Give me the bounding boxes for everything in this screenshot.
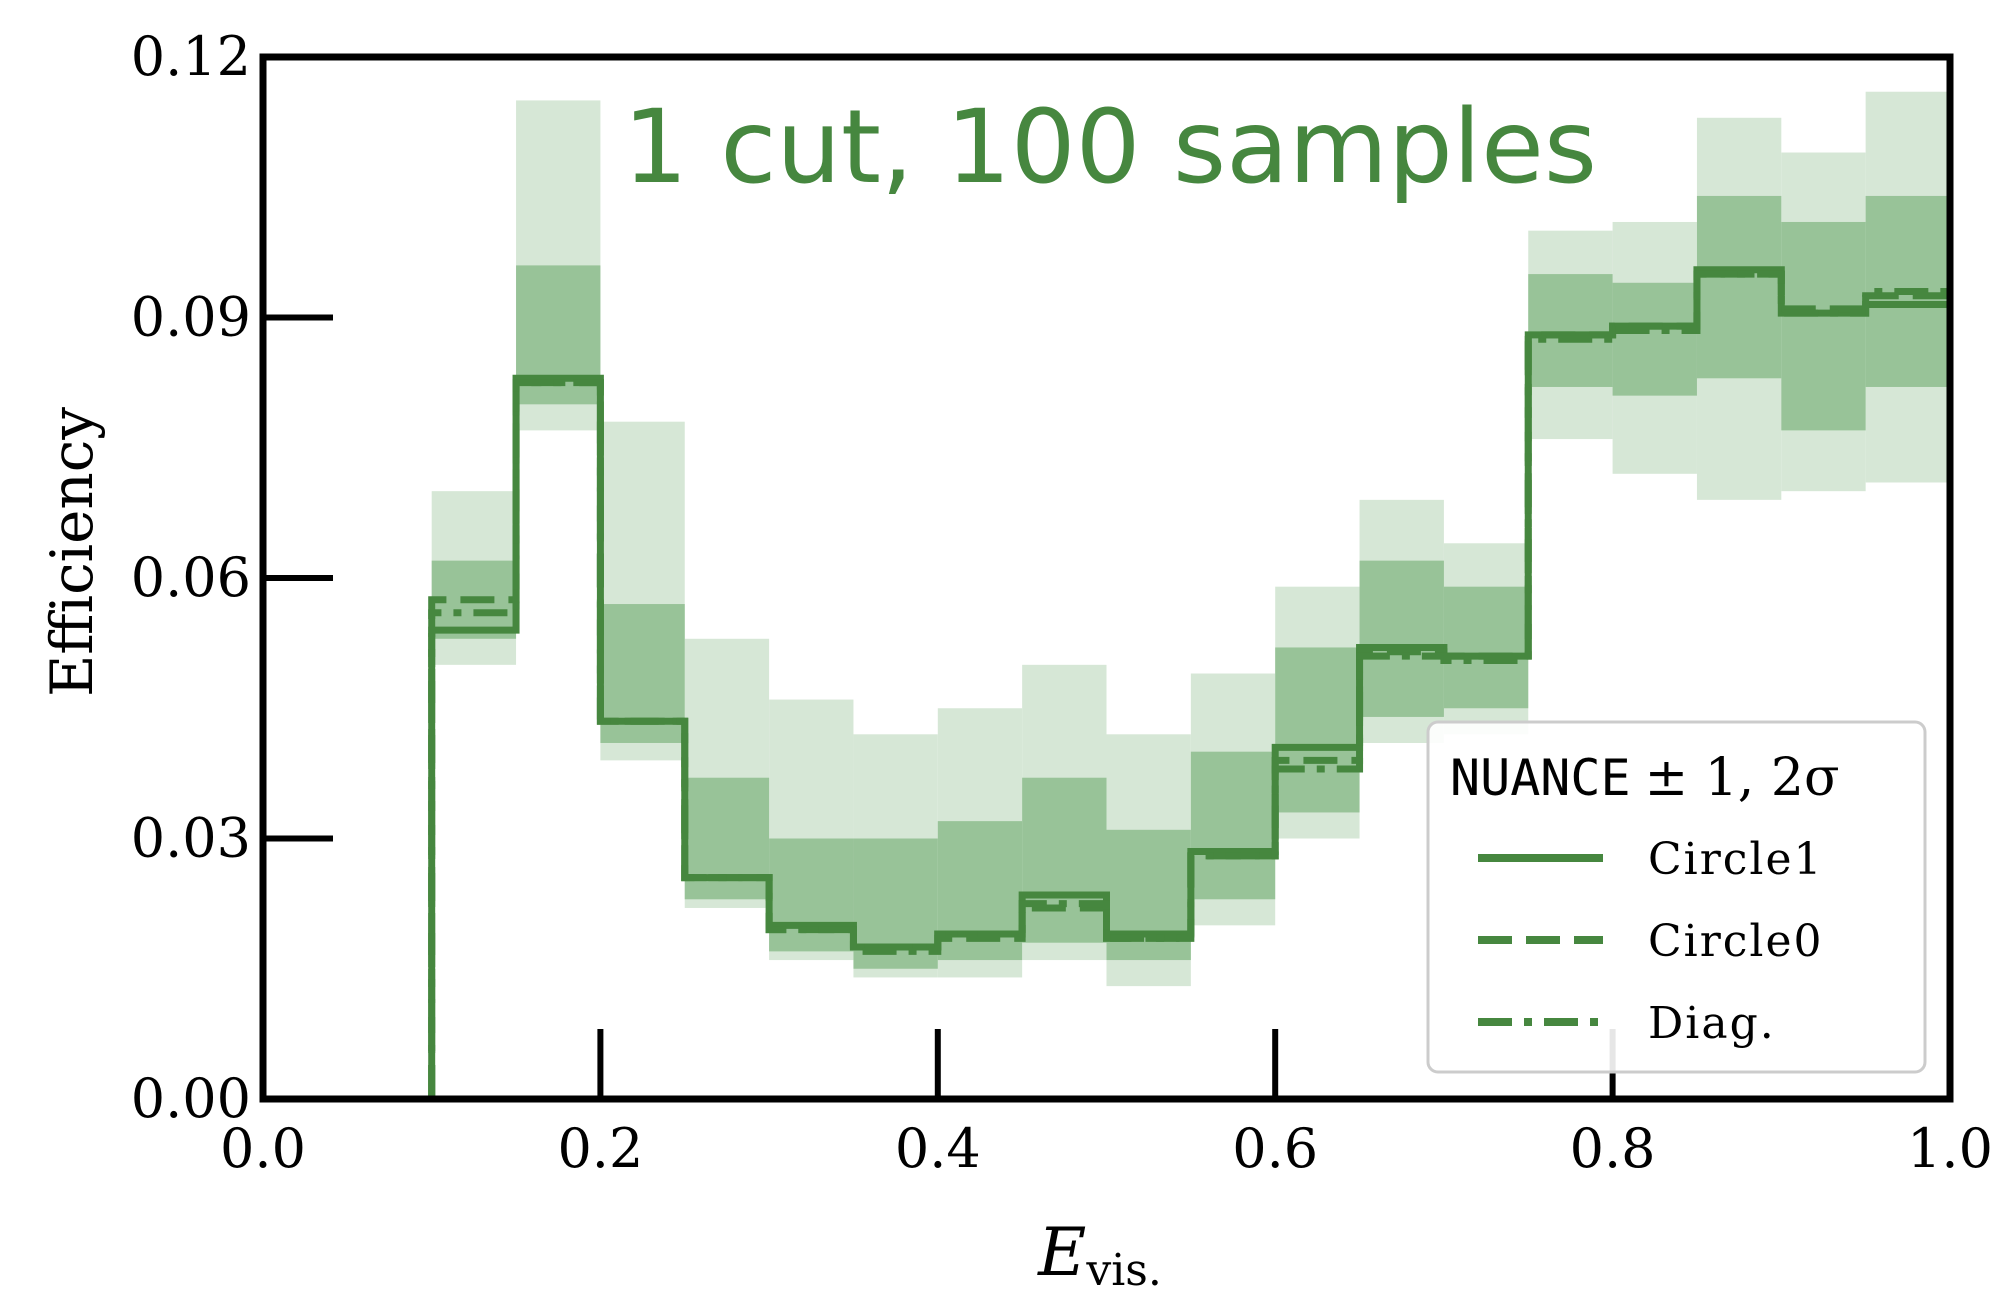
legend-entry-label: Circle0 (1648, 916, 1824, 967)
y-tick-label: 0.03 (131, 807, 251, 870)
legend-entry-label: Diag. (1648, 998, 1776, 1049)
band-1sigma-bin (1190, 751, 1276, 900)
legend-entries: Circle1 Circle0 Diag. (1478, 834, 1824, 1049)
y-tick-label: 0.00 (131, 1067, 251, 1130)
band-1sigma-bin (1696, 195, 1782, 379)
y-tick-label: 0.12 (131, 25, 251, 88)
y-tick-label: 0.09 (131, 286, 251, 349)
legend-entry-label: Circle1 (1648, 834, 1824, 885)
series-lines (428, 266, 1950, 1099)
x-tick-label: 0.0 (220, 1117, 306, 1180)
x-axis-label-subscript: vis. (1085, 1245, 1162, 1296)
y-tick-label: 0.06 (131, 546, 251, 609)
x-tick-label: 1.0 (1907, 1117, 1993, 1180)
x-tick-label: 0.8 (1570, 1117, 1656, 1180)
x-tick-label: 0.4 (895, 1117, 981, 1180)
band-1sigma-bin (1022, 777, 1107, 943)
legend-title-name: NUANCE (1450, 749, 1631, 807)
series-line-diag (428, 270, 1950, 1099)
chart-annotation: 1 cut, 100 samples (623, 88, 1597, 207)
band-1sigma-bin (1359, 560, 1444, 717)
legend-box (1426, 720, 1927, 1074)
x-axis-label: Evis. (1037, 1214, 1162, 1296)
band-1sigma-bin (1612, 282, 1697, 396)
legend-title-suffix: ± 1, 2σ (1645, 748, 1840, 808)
x-tick-label: 0.2 (557, 1117, 643, 1180)
y-axis-label: Efficiency (38, 407, 106, 697)
band-1sigma-bin (1781, 221, 1866, 431)
band-1sigma-bin (769, 838, 854, 952)
band-1sigma-bin (1275, 647, 1360, 813)
band-1sigma-bin (1443, 586, 1529, 709)
x-tick-label: 0.6 (1232, 1117, 1318, 1180)
legend-title: NUANCE ± 1, 2σ (1450, 748, 1839, 808)
x-axis-label-main: E (1037, 1214, 1086, 1291)
band-1sigma-bin (1528, 274, 1613, 387)
legend: NUANCE ± 1, 2σ Circle1 Circle0 Diag. (1426, 720, 1927, 1074)
